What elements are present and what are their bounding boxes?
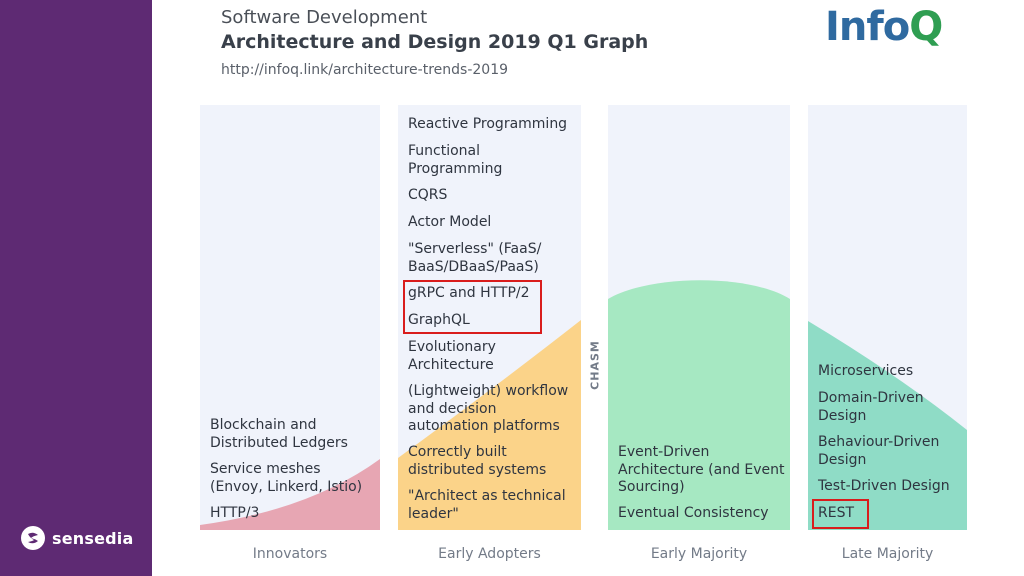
early-adopters-item: Reactive Programming — [408, 116, 568, 132]
early-adopters-item: GraphQL — [408, 312, 470, 328]
highlight-box-grpc-graphql — [403, 280, 542, 334]
stage-label-late-majority: Late Majority — [841, 546, 934, 562]
late-majority-item: Domain-Driven Design — [818, 390, 924, 424]
infoq-logo-q: Q — [909, 4, 943, 50]
column-early-majority: Event-Driven Architecture (and Event Sourc… — [608, 105, 790, 530]
early-majority-item: Event-Driven Architecture (and Event Sourc… — [618, 444, 785, 495]
stage-label-early-adopters: Early Adopters — [438, 546, 541, 562]
sensedia-logo: sensedia — [20, 525, 133, 551]
slide-header: Software Development Architecture and De… — [193, 0, 973, 98]
sensedia-logo-text: sensedia — [52, 528, 134, 548]
column-innovators: Blockchain and Distributed Ledgers Servic… — [200, 105, 380, 530]
late-majority-item: Microservices — [818, 363, 914, 379]
early-adopters-item: (Lightweight) workflow and decision automa… — [408, 383, 569, 434]
slide-subtitle: Software Development — [221, 7, 428, 28]
slide-title: Architecture and Design 2019 Q1 Graph — [221, 31, 649, 53]
late-majority-item: Behaviour-Driven Design — [818, 434, 940, 468]
innovators-item: Service meshes (Envoy, Linkerd, Istio) — [210, 461, 363, 495]
infoq-logo: InfoQ — [825, 4, 943, 50]
early-adopters-item: gRPC and HTTP/2 — [408, 285, 530, 301]
stage-label-early-majority: Early Majority — [650, 546, 748, 562]
slide: Software Development Architecture and De… — [193, 0, 973, 576]
highlight-box-rest — [812, 499, 869, 529]
chasm-label-text: CHASM — [588, 340, 602, 390]
early-majority-curve — [608, 280, 790, 530]
sidebar: sensedia — [0, 0, 152, 576]
early-adopters-item: Actor Model — [408, 214, 492, 230]
late-majority-item: Test-Driven Design — [818, 478, 950, 494]
early-adopters-item: Correctly built distributed systems — [408, 444, 547, 478]
early-majority-item: Eventual Consistency — [618, 505, 769, 521]
early-adopters-item: "Architect as technical leader" — [408, 488, 566, 522]
early-adopters-curve — [398, 320, 581, 530]
chasm-label: CHASM — [588, 335, 602, 395]
late-majority-item: REST — [818, 505, 855, 521]
innovators-item: Blockchain and Distributed Ledgers — [210, 417, 348, 451]
early-adopters-item: "Serverless" (FaaS/BaaS/DBaaS/PaaS) — [408, 241, 542, 275]
innovators-curve — [200, 459, 380, 530]
innovators-item: HTTP/3 — [210, 505, 260, 521]
early-adopters-item: Functional Programming — [408, 143, 503, 177]
infoq-logo-info: Info — [825, 4, 910, 50]
late-majority-curve — [808, 321, 967, 530]
column-late-majority: Microservices Domain-Driven Design Behavi… — [808, 105, 967, 530]
early-adopters-item: Evolutionary Architecture — [408, 339, 496, 373]
early-adopters-item: CQRS — [408, 187, 448, 203]
stage-label-innovators: Innovators — [252, 546, 328, 562]
sensedia-logo-icon — [21, 526, 45, 550]
column-early-adopters: Reactive Programming Functional Programmi… — [398, 105, 581, 530]
slide-url: http://infoq.link/architecture-trends-20… — [221, 62, 509, 78]
